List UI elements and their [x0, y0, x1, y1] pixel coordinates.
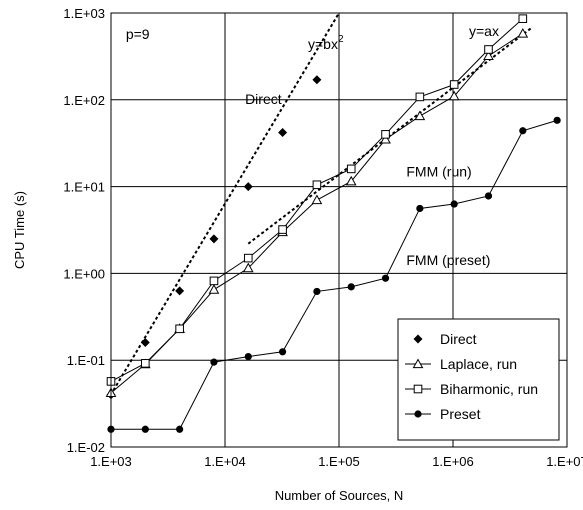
legend-marker [413, 384, 423, 394]
legend-item: Preset [405, 406, 481, 422]
fit-line [247, 26, 534, 245]
data-point [380, 133, 391, 144]
data-point [209, 276, 219, 286]
x-tick-label: 1.E+06 [432, 454, 474, 469]
x-tick-label: 1.E+07 [546, 454, 583, 469]
fit-label-quadratic: y=bx2 [308, 34, 344, 52]
tick-labels: 1.E+03 1.E+04 1.E+05 1.E+06 1.E+07 1.E-02 1.E-… [63, 6, 583, 469]
data-point [312, 180, 322, 190]
legend-label: Biharmonic, run [440, 381, 538, 397]
series-line [111, 119, 558, 430]
data-point [312, 75, 322, 85]
data-point [243, 253, 253, 263]
data-point [416, 204, 424, 213]
annotation: FMM (preset) [406, 252, 490, 268]
fit-lines [112, 12, 534, 391]
data-point [141, 359, 150, 368]
data-point [278, 225, 287, 234]
y-tick-label: 1.E+03 [63, 6, 105, 21]
x-tick-label: 1.E+04 [204, 454, 246, 469]
x-tick-label: 1.E+05 [318, 454, 360, 469]
data-point [519, 127, 527, 135]
series-biharmonic-run [106, 14, 528, 386]
data-point [381, 274, 390, 282]
data-point [484, 45, 493, 54]
data-point [243, 182, 253, 192]
data-point [210, 358, 218, 366]
y-tick-label: 1.E-01 [67, 353, 105, 368]
x-axis-title: Number of Sources, N [275, 488, 404, 503]
data-point [346, 164, 356, 174]
data-point [175, 286, 185, 296]
annotation: Direct [245, 91, 282, 107]
legend-item: Biharmonic, run [405, 381, 538, 397]
legend-marker [414, 410, 422, 418]
legend-label: Preset [440, 406, 481, 422]
data-point [244, 353, 252, 361]
data-point [311, 194, 323, 205]
data-point [414, 110, 426, 121]
data-point [518, 14, 528, 23]
data-point [381, 130, 390, 139]
series-direct [106, 75, 322, 400]
y-tick-label: 1.E+01 [63, 180, 105, 195]
data-point [208, 284, 220, 294]
data-point [278, 348, 287, 356]
data-point [209, 234, 219, 244]
legend-label: Laplace, run [440, 356, 517, 372]
legend-marker [413, 334, 423, 344]
y-tick-label: 1.E-02 [67, 440, 105, 455]
data-point [415, 92, 425, 102]
legend-marker [412, 358, 424, 369]
legend-item: Direct [413, 331, 477, 347]
legend-label: Direct [440, 331, 477, 347]
annotations: p=9 Direct FMM (run) FMM (preset) y=bx2 y=ax [126, 23, 499, 268]
annotation: FMM (run) [406, 164, 471, 180]
data-point [484, 192, 493, 200]
data-point [553, 116, 561, 124]
data-point [345, 175, 357, 186]
data-point [140, 337, 150, 347]
x-tick-label: 1.E+03 [90, 454, 132, 469]
data-point [450, 200, 458, 208]
fit-line [112, 12, 340, 391]
data-point [448, 90, 460, 101]
data-point [449, 80, 459, 89]
y-tick-label: 1.E+02 [63, 93, 105, 108]
annotation: p=9 [126, 26, 150, 42]
y-tick-label: 1.E+00 [63, 266, 105, 281]
data-point [242, 262, 254, 273]
data-point [313, 287, 321, 296]
y-axis-title: CPU Time (s) [12, 191, 27, 269]
legend: Direct Laplace, run Biharmonic, run Preset [397, 318, 560, 441]
data-point [175, 324, 184, 334]
plot-area-frame [110, 12, 568, 448]
data-point [278, 128, 288, 138]
data-point [176, 425, 184, 433]
data-point [483, 50, 494, 61]
fit-label-linear: y=ax [469, 23, 499, 39]
data-point [141, 425, 149, 433]
legend-box [397, 318, 560, 441]
data-point [517, 28, 529, 38]
data-point [347, 283, 355, 291]
legend-item: Laplace, run [405, 356, 517, 372]
